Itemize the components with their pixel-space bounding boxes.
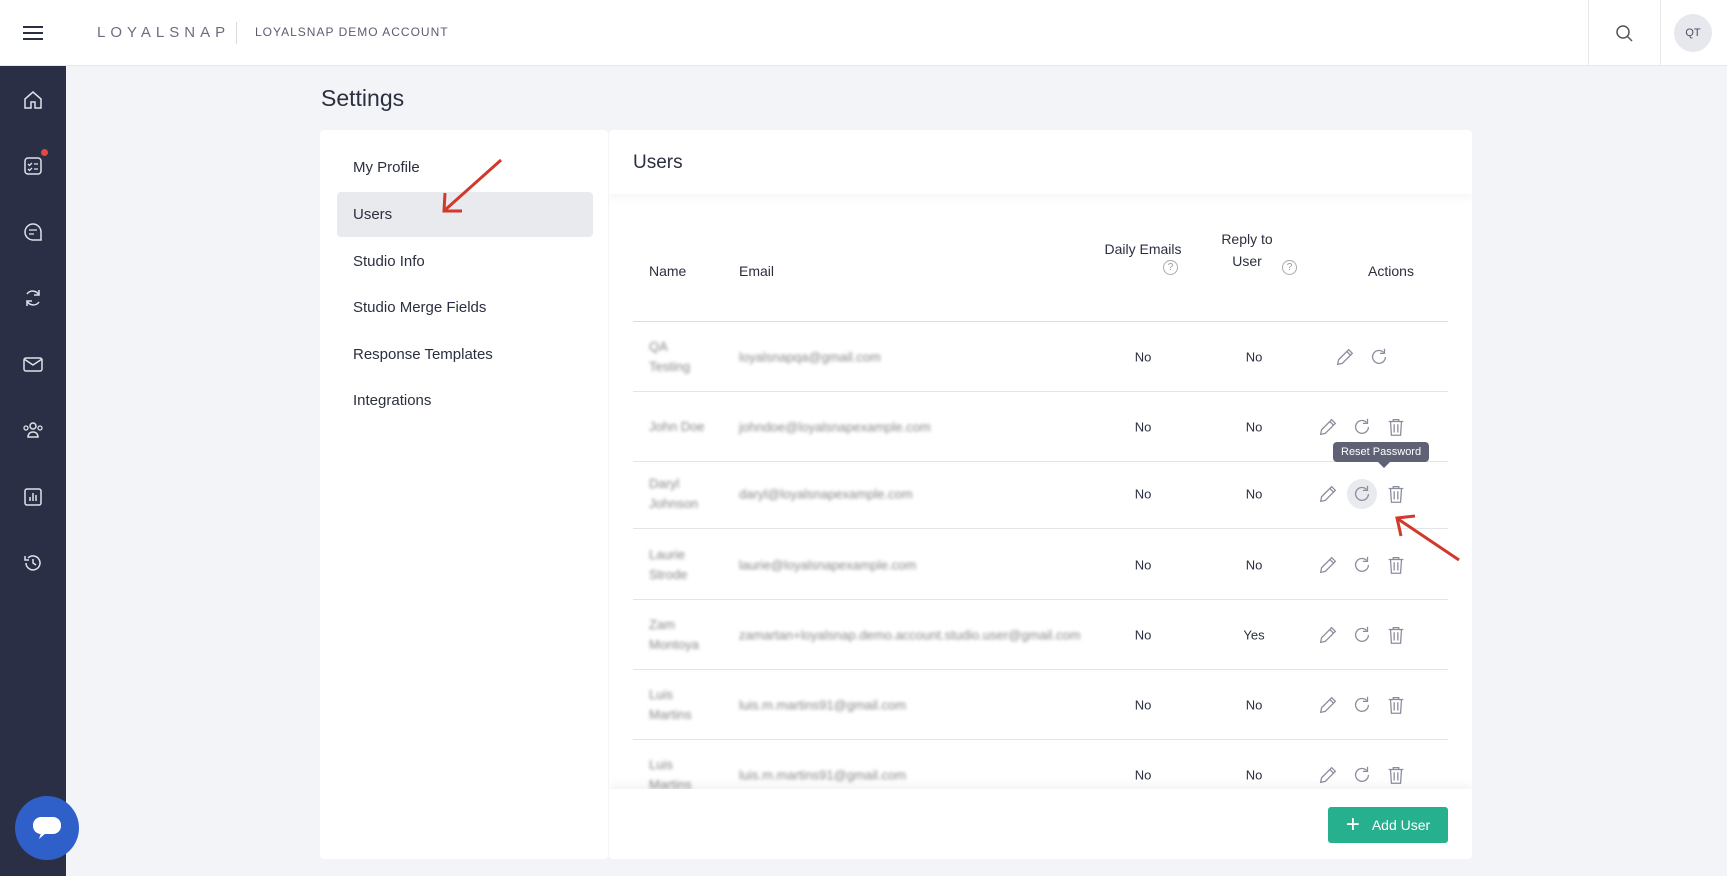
daily-emails-value: No [1134, 419, 1152, 434]
table-row: QA Testing loyalsnapqa@gmail.com No No [633, 322, 1448, 392]
reset-password-icon[interactable] [1347, 760, 1377, 790]
divider [236, 22, 237, 44]
home-icon[interactable] [21, 88, 45, 112]
table-row: Luis Martins luis.m.martins91@gmail.com … [633, 670, 1448, 740]
col-reply-to-user: Reply to User [1221, 231, 1273, 269]
account-name: LOYALSNAP DEMO ACCOUNT [255, 25, 449, 39]
col-email: Email [739, 263, 775, 279]
user-email: loyalsnapqa@gmail.com [739, 349, 881, 364]
people-icon[interactable] [21, 418, 45, 442]
reply-to-user-value: No [1245, 697, 1263, 712]
menu-item-response-templates[interactable]: Response Templates [353, 346, 493, 363]
delete-icon[interactable] [1381, 690, 1411, 720]
daily-emails-value: No [1134, 557, 1152, 572]
reply-to-user-value: No [1245, 419, 1263, 434]
table-row: Zam Montoya zamartan+loyalsnap.demo.acco… [633, 600, 1448, 670]
users-panel: Users Name Email Daily Emails ? Reply to… [609, 130, 1472, 859]
refresh-icon[interactable] [21, 286, 45, 310]
menu-icon[interactable] [23, 26, 43, 40]
table-header: Name Email Daily Emails ? Reply to User … [633, 220, 1448, 322]
panel-footer: + Add User [609, 789, 1472, 859]
reset-password-icon[interactable] [1347, 620, 1377, 650]
chart-icon[interactable] [21, 485, 45, 509]
edit-icon[interactable] [1313, 690, 1343, 720]
user-name: Laurie Strode [649, 546, 688, 582]
delete-icon[interactable] [1381, 550, 1411, 580]
delete-icon[interactable] [1381, 412, 1411, 442]
user-email: luis.m.martins91@gmail.com [739, 767, 907, 782]
reset-password-icon[interactable] [1347, 690, 1377, 720]
edit-icon[interactable] [1313, 760, 1343, 790]
col-actions: Actions [1368, 263, 1414, 279]
divider [1588, 0, 1589, 66]
user-name: Luis Martins [649, 756, 692, 792]
reset-password-icon[interactable] [1347, 478, 1377, 509]
user-email: daryl@loyalsnapexample.com [739, 486, 913, 501]
delete-icon[interactable] [1381, 479, 1411, 509]
chat-widget-button[interactable] [15, 796, 79, 860]
user-name: Daryl Johnson [649, 475, 699, 511]
history-icon[interactable] [21, 551, 45, 575]
delete-icon[interactable] [1381, 620, 1411, 650]
edit-icon[interactable] [1313, 550, 1343, 580]
users-title: Users [609, 130, 1472, 194]
table-row: Luis Martins luis.m.martins91@gmail.com … [633, 740, 1448, 810]
reset-password-icon[interactable] [1347, 412, 1377, 442]
delete-icon[interactable] [1381, 760, 1411, 790]
menu-item-studio-merge-fields[interactable]: Studio Merge Fields [353, 299, 487, 316]
daily-emails-value: No [1134, 349, 1152, 364]
user-email: zamartan+loyalsnap.demo.account.studio.u… [739, 627, 1081, 642]
reset-password-icon[interactable] [1347, 550, 1377, 580]
edit-icon[interactable] [1313, 412, 1343, 442]
daily-emails-value: No [1134, 767, 1152, 782]
user-name: QA Testing [649, 338, 691, 374]
menu-item-users[interactable]: Users [337, 192, 593, 237]
col-name: Name [649, 263, 687, 279]
mail-icon[interactable] [21, 352, 45, 376]
edit-icon[interactable] [1313, 620, 1343, 650]
help-icon[interactable]: ? [1163, 260, 1178, 275]
edit-icon[interactable] [1313, 479, 1343, 509]
table-row: John Doe johndoe@loyalsnapexample.com No… [633, 392, 1448, 462]
page-title: Settings [321, 85, 405, 111]
chat-bubble-icon [33, 817, 61, 839]
avatar[interactable]: QT [1674, 14, 1712, 52]
menu-item-my-profile[interactable]: My Profile [353, 159, 420, 176]
chat-icon[interactable] [21, 220, 45, 244]
reply-to-user-value: No [1245, 767, 1263, 782]
search-icon[interactable] [1608, 17, 1640, 49]
table-row: Daryl Johnson daryl@loyalsnapexample.com… [633, 459, 1448, 529]
user-email: laurie@loyalsnapexample.com [739, 557, 917, 572]
table-row: Laurie Strode laurie@loyalsnapexample.co… [633, 530, 1448, 600]
daily-emails-value: No [1134, 627, 1152, 642]
menu-item-integrations[interactable]: Integrations [353, 392, 432, 409]
plus-icon: + [1345, 811, 1360, 838]
menu-item-studio-info[interactable]: Studio Info [353, 253, 425, 270]
reply-to-user-value: No [1245, 557, 1263, 572]
reply-to-user-value: No [1245, 349, 1263, 364]
settings-menu: My Profile Users Studio Info Studio Merg… [320, 130, 608, 859]
add-user-button[interactable]: + Add User [1328, 807, 1448, 843]
top-bar: LOYALSNAP LOYALSNAP DEMO ACCOUNT QT [0, 0, 1727, 66]
user-name: John Doe [649, 418, 705, 434]
checklist-icon[interactable] [21, 154, 45, 178]
col-daily-emails: Daily Emails [1104, 241, 1182, 257]
user-name: Zam Montoya [649, 616, 699, 652]
reply-to-user-value: No [1245, 486, 1263, 501]
notification-dot [41, 149, 48, 156]
logo: LOYALSNAP [97, 24, 231, 41]
sidebar [0, 66, 66, 876]
help-icon[interactable]: ? [1282, 260, 1297, 275]
daily-emails-value: No [1134, 486, 1152, 501]
reset-password-tooltip: Reset Password [1333, 442, 1430, 468]
daily-emails-value: No [1134, 697, 1152, 712]
user-email: johndoe@loyalsnapexample.com [739, 419, 931, 434]
reply-to-user-value: Yes [1243, 627, 1265, 642]
divider [1660, 0, 1661, 66]
user-email: luis.m.martins91@gmail.com [739, 697, 907, 712]
user-name: Luis Martins [649, 686, 692, 722]
edit-icon[interactable] [1330, 342, 1360, 372]
reset-password-icon[interactable] [1364, 342, 1394, 372]
